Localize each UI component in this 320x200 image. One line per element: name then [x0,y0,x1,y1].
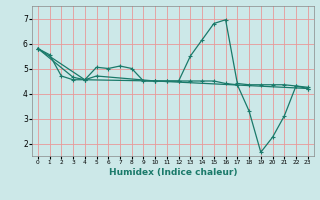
X-axis label: Humidex (Indice chaleur): Humidex (Indice chaleur) [108,168,237,177]
